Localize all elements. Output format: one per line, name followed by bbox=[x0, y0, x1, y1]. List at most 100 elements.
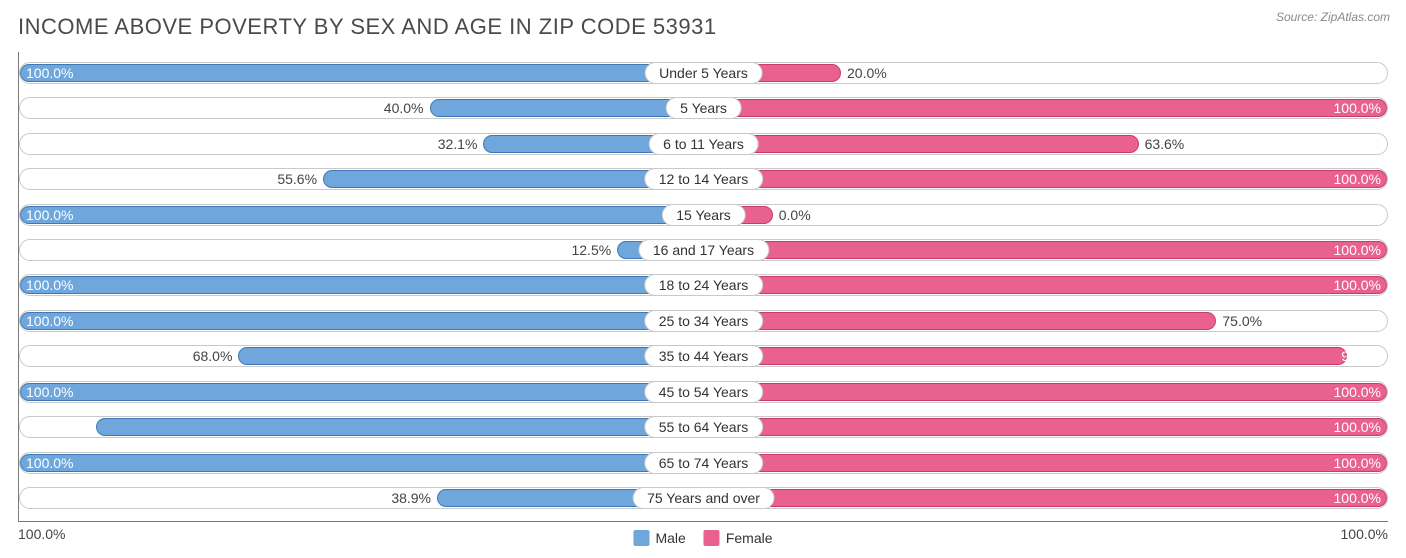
legend-male-label: Male bbox=[655, 530, 685, 546]
age-label: 12 to 14 Years bbox=[644, 168, 764, 190]
age-label: 16 and 17 Years bbox=[638, 239, 769, 261]
female-value: 100.0% bbox=[1334, 171, 1381, 187]
female-value: 100.0% bbox=[1334, 419, 1381, 435]
male-value: 40.0% bbox=[384, 100, 424, 116]
poverty-chart: INCOME ABOVE POVERTY BY SEX AND AGE IN Z… bbox=[0, 0, 1406, 558]
male-bar bbox=[20, 276, 703, 294]
female-track: 100.0% bbox=[704, 274, 1389, 296]
female-bar bbox=[705, 135, 1139, 153]
data-row: 100.0%0.0%15 Years bbox=[19, 204, 1388, 228]
data-row: 100.0% 75.0% 25 to 34 Years bbox=[19, 310, 1388, 334]
male-value: 100.0% bbox=[26, 207, 73, 223]
chart-source: Source: ZipAtlas.com bbox=[1276, 10, 1390, 24]
age-label: 55 to 64 Years bbox=[644, 416, 764, 438]
male-value: 55.6% bbox=[277, 171, 317, 187]
female-bar bbox=[705, 454, 1388, 472]
male-value: 32.1% bbox=[438, 136, 478, 152]
age-label: 75 Years and over bbox=[632, 487, 775, 509]
data-row: 88.9% 100.0% 55 to 64 Years bbox=[19, 416, 1388, 440]
female-value: 94.1% bbox=[1341, 348, 1381, 364]
legend: Male Female bbox=[633, 530, 772, 546]
male-track: 12.5% bbox=[19, 239, 704, 261]
male-track: 38.9% bbox=[19, 487, 704, 509]
male-value: 100.0% bbox=[26, 455, 73, 471]
data-row: 55.6% 100.0% 12 to 14 Years bbox=[19, 168, 1388, 192]
male-value: 68.0% bbox=[193, 348, 233, 364]
male-value: 100.0% bbox=[26, 277, 73, 293]
data-row: 40.0% 100.0% 5 Years bbox=[19, 97, 1388, 121]
male-track: 88.9% bbox=[19, 416, 704, 438]
female-value: 100.0% bbox=[1334, 455, 1381, 471]
age-label: 5 Years bbox=[665, 97, 742, 119]
male-bar bbox=[20, 454, 703, 472]
female-bar bbox=[705, 276, 1388, 294]
female-bar bbox=[705, 489, 1388, 507]
data-row: 100.0%100.0%45 to 54 Years bbox=[19, 381, 1388, 405]
female-track: 20.0% bbox=[704, 62, 1389, 84]
male-bar bbox=[96, 418, 703, 436]
male-value: 88.9% bbox=[26, 419, 66, 435]
legend-female-label: Female bbox=[726, 530, 773, 546]
rows-container: 100.0% 20.0% Under 5 Years 40.0% 100.0% 5 Yea… bbox=[19, 52, 1388, 521]
female-track: 94.1% bbox=[704, 345, 1389, 367]
age-label: Under 5 Years bbox=[644, 62, 763, 84]
female-bar bbox=[705, 241, 1388, 259]
male-track: 100.0% bbox=[19, 274, 704, 296]
female-track: 100.0% bbox=[704, 97, 1389, 119]
female-bar bbox=[705, 170, 1388, 188]
legend-female: Female bbox=[704, 530, 773, 546]
female-value: 20.0% bbox=[847, 65, 887, 81]
male-track: 100.0% bbox=[19, 310, 704, 332]
male-value: 100.0% bbox=[26, 65, 73, 81]
male-track: 55.6% bbox=[19, 168, 704, 190]
legend-male: Male bbox=[633, 530, 685, 546]
male-bar bbox=[430, 99, 703, 117]
male-bar bbox=[20, 383, 703, 401]
female-bar bbox=[705, 347, 1347, 365]
data-row: 38.9% 100.0% 75 Years and over bbox=[19, 487, 1388, 511]
data-row: 100.0% 20.0% Under 5 Years bbox=[19, 62, 1388, 86]
female-bar bbox=[705, 312, 1217, 330]
age-label: 25 to 34 Years bbox=[644, 310, 764, 332]
male-track: 100.0% bbox=[19, 381, 704, 403]
swatch-female bbox=[704, 530, 720, 546]
female-track: 100.0% bbox=[704, 452, 1389, 474]
data-row: 68.0% 94.1% 35 to 44 Years bbox=[19, 345, 1388, 369]
male-value: 38.9% bbox=[391, 490, 431, 506]
female-value: 75.0% bbox=[1222, 313, 1262, 329]
age-label: 65 to 74 Years bbox=[644, 452, 764, 474]
axis-right-label: 100.0% bbox=[1341, 526, 1388, 542]
male-track: 68.0% bbox=[19, 345, 704, 367]
female-track: 100.0% bbox=[704, 416, 1389, 438]
female-track: 100.0% bbox=[704, 168, 1389, 190]
female-bar bbox=[705, 418, 1388, 436]
male-track: 100.0% bbox=[19, 452, 704, 474]
swatch-male bbox=[633, 530, 649, 546]
female-track: 75.0% bbox=[704, 310, 1389, 332]
female-value: 100.0% bbox=[1334, 384, 1381, 400]
age-label: 18 to 24 Years bbox=[644, 274, 764, 296]
axis-left-label: 100.0% bbox=[18, 526, 65, 542]
female-track: 100.0% bbox=[704, 239, 1389, 261]
male-bar bbox=[238, 347, 702, 365]
female-value: 100.0% bbox=[1334, 242, 1381, 258]
male-value: 12.5% bbox=[571, 242, 611, 258]
female-value: 100.0% bbox=[1334, 277, 1381, 293]
data-row: 32.1% 63.6% 6 to 11 Years bbox=[19, 133, 1388, 157]
female-track: 100.0% bbox=[704, 381, 1389, 403]
data-row: 100.0% 100.0% 65 to 74 Years bbox=[19, 452, 1388, 476]
female-track: 100.0% bbox=[704, 487, 1389, 509]
data-row: 12.5% 100.0% 16 and 17 Years bbox=[19, 239, 1388, 263]
male-track: 40.0% bbox=[19, 97, 704, 119]
female-value: 63.6% bbox=[1145, 136, 1185, 152]
female-value: 100.0% bbox=[1334, 100, 1381, 116]
female-track: 63.6% bbox=[704, 133, 1389, 155]
male-value: 100.0% bbox=[26, 384, 73, 400]
age-label: 35 to 44 Years bbox=[644, 345, 764, 367]
male-value: 100.0% bbox=[26, 313, 73, 329]
chart-title: INCOME ABOVE POVERTY BY SEX AND AGE IN Z… bbox=[0, 8, 1406, 50]
male-bar bbox=[20, 206, 703, 224]
age-label: 6 to 11 Years bbox=[648, 133, 759, 155]
female-track: 0.0% bbox=[704, 204, 1389, 226]
female-value: 100.0% bbox=[1334, 490, 1381, 506]
